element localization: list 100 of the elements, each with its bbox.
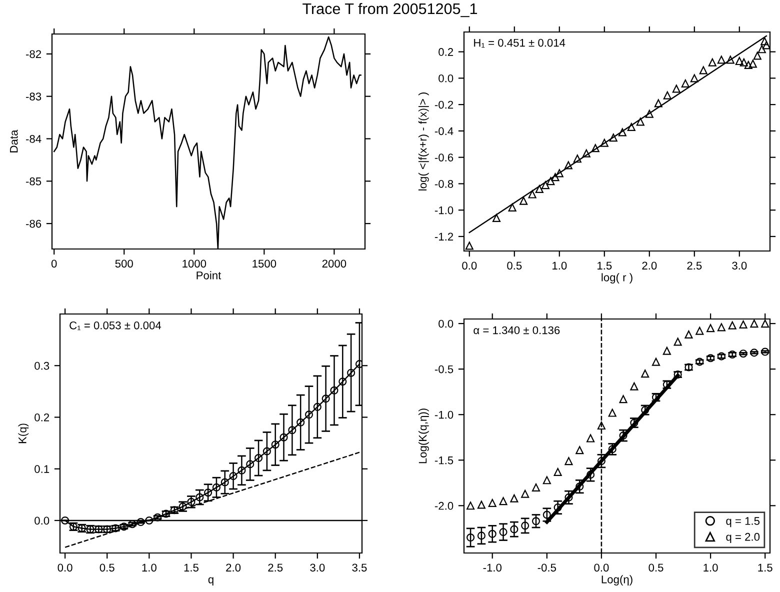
y-tick-label: -1.2 (434, 232, 454, 241)
x-tick-label: 0.5 (100, 564, 114, 572)
point (220, 478, 229, 486)
y-tick-label: -83 (26, 92, 42, 100)
x-tick-label: 1.0 (552, 262, 567, 270)
point (684, 330, 693, 339)
y-tick-label: -0.6 (434, 154, 454, 162)
point (608, 408, 616, 417)
point (728, 321, 736, 330)
point (296, 418, 305, 426)
point (708, 58, 716, 66)
point (652, 358, 660, 366)
point (304, 410, 314, 419)
point (238, 466, 246, 474)
point (753, 52, 762, 60)
point (229, 472, 238, 480)
point (726, 56, 734, 64)
x-tick-label: 2.5 (268, 564, 283, 572)
x-tick-label: 1.5 (758, 564, 772, 572)
y-tick-label: -85 (26, 177, 42, 186)
point (591, 144, 600, 152)
x-tick-label: 0.5 (648, 564, 664, 572)
point (564, 161, 572, 170)
point (717, 56, 726, 64)
legend-label: q = 1.5 (726, 517, 760, 528)
point (645, 110, 654, 118)
point (521, 490, 530, 498)
point (499, 497, 508, 506)
y-tick-label: -2.0 (434, 502, 454, 510)
point (510, 494, 518, 502)
point (699, 66, 708, 74)
point (609, 134, 618, 142)
x-tick-label: 2.5 (687, 262, 702, 270)
point (748, 60, 757, 68)
y-tick-label: -84 (26, 135, 42, 143)
x-tick-label: 0.0 (594, 564, 609, 572)
point (762, 41, 770, 50)
point (636, 118, 644, 126)
x-tick-label: 3.5 (352, 564, 367, 572)
point (532, 517, 540, 526)
line-series (53, 36, 362, 249)
point (488, 530, 496, 538)
y-tick-label: 0.0 (438, 74, 454, 82)
x-tick-label: 1.5 (184, 564, 198, 572)
point (663, 91, 672, 100)
x-tick-label: 1.5 (598, 262, 612, 270)
point (204, 488, 212, 497)
y-tick-label: 0.0 (438, 320, 454, 328)
point (630, 382, 638, 390)
annotation: α = 1.340 ± 0.136 (474, 326, 560, 334)
point (619, 395, 628, 404)
point (551, 173, 560, 182)
point (355, 360, 362, 368)
point (541, 181, 550, 190)
y-tick-label: -0.5 (434, 365, 454, 374)
x-tick-label: 1.0 (704, 564, 718, 572)
point (510, 525, 518, 534)
y-axis-title: Log(K(q,η)) (418, 408, 429, 464)
point (520, 196, 528, 205)
point (641, 370, 650, 378)
point (674, 338, 682, 346)
point (532, 483, 540, 492)
x-tick-label: 500 (115, 260, 133, 268)
y-tick-label: 0.1 (34, 465, 50, 473)
x-axis-title: Point (196, 271, 222, 280)
y-tick-label: -0.4 (434, 127, 454, 136)
point (546, 177, 555, 186)
point (586, 434, 595, 442)
x-tick-label: 2.0 (226, 564, 241, 572)
point (576, 482, 584, 491)
point (465, 242, 474, 250)
point (760, 37, 769, 46)
point (582, 149, 590, 158)
y-axis-title: K(q) (18, 424, 29, 444)
point (576, 446, 584, 454)
y-tick-label: -1.0 (434, 206, 454, 214)
y-axis-title: Data (10, 130, 18, 152)
point (271, 440, 280, 449)
point (600, 138, 608, 147)
x-tick-label: 1000 (182, 260, 206, 268)
y-tick-label: 0.3 (34, 362, 50, 370)
point (564, 493, 573, 502)
point (288, 426, 296, 434)
point (542, 476, 551, 484)
annotation: C₁ = 0.053 ± 0.004 (70, 321, 162, 330)
point (488, 498, 496, 507)
x-tick-label: -1.0 (483, 564, 502, 572)
point (750, 320, 758, 328)
point (619, 432, 628, 440)
point (627, 122, 636, 132)
y-tick-label: 0.2 (438, 48, 454, 56)
x-axis-title: Log(η) (602, 575, 632, 586)
x-tick-label: 0.5 (507, 262, 522, 270)
point (187, 498, 196, 506)
point (477, 532, 486, 540)
point (739, 320, 748, 328)
point (196, 493, 204, 502)
point (280, 433, 288, 442)
point (681, 79, 690, 88)
point (717, 323, 726, 332)
